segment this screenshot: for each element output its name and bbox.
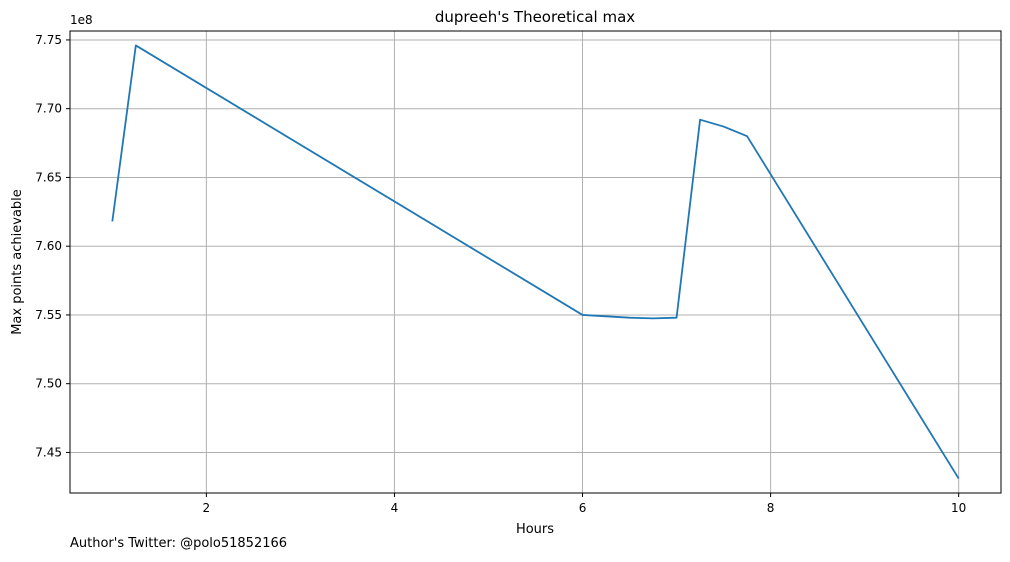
y-tick-label: 7.55 bbox=[35, 308, 62, 322]
x-axis: 2 4 6 8 10 bbox=[203, 493, 966, 515]
x-tick-label: 2 bbox=[203, 501, 211, 515]
grid-lines bbox=[70, 31, 1001, 493]
y-tick-label: 7.75 bbox=[35, 33, 62, 47]
x-axis-label: Hours bbox=[516, 522, 554, 537]
chart-title: dupreeh's Theoretical max bbox=[435, 8, 635, 26]
y-tick-label: 7.45 bbox=[35, 445, 62, 459]
y-tick-label: 7.65 bbox=[35, 170, 62, 184]
series-line bbox=[111, 44, 960, 480]
y-axis: 7.45 7.50 7.55 7.60 7.65 7.70 7.75 bbox=[35, 33, 70, 459]
x-tick-label: 4 bbox=[391, 501, 399, 515]
y-axis-label: Max points achievable bbox=[10, 189, 25, 335]
x-tick-label: 6 bbox=[579, 501, 587, 515]
y-tick-label: 7.60 bbox=[35, 239, 62, 253]
y-tick-label: 7.50 bbox=[35, 377, 62, 391]
x-tick-label: 8 bbox=[767, 501, 775, 515]
series-layer bbox=[111, 44, 960, 480]
plot-frame bbox=[69, 30, 1002, 494]
y-offset-label: 1e8 bbox=[70, 13, 93, 27]
y-tick-label: 7.70 bbox=[35, 102, 62, 116]
x-tick-label: 10 bbox=[951, 501, 966, 515]
author-note: Author's Twitter: @polo51852166 bbox=[70, 536, 288, 551]
